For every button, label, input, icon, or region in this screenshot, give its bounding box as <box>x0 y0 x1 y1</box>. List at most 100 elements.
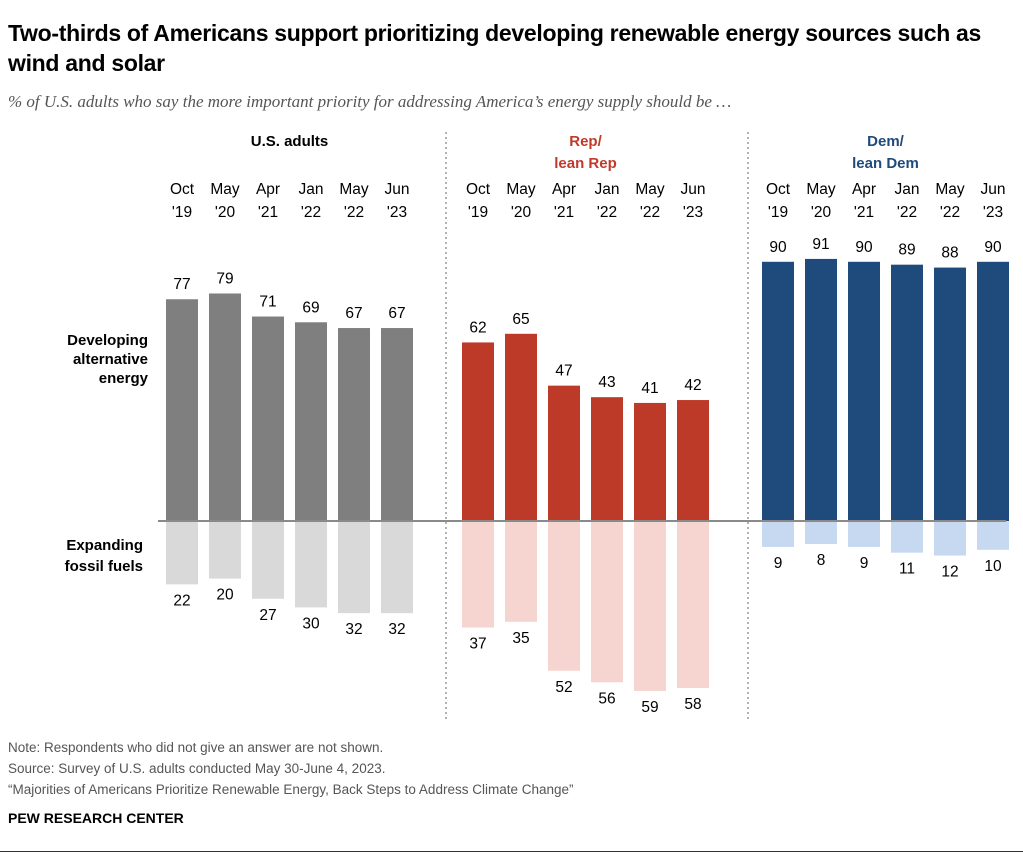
data-label-developing: 90 <box>984 239 1002 256</box>
tick-label-year: '19 <box>468 204 488 221</box>
panel-title: lean Dem <box>852 155 919 172</box>
data-label-fossil: 11 <box>899 561 915 578</box>
data-label-fossil: 52 <box>555 679 572 696</box>
tick-label-year: '19 <box>172 204 192 221</box>
tick-label-month: May <box>506 181 536 198</box>
tick-label-year: '21 <box>554 204 574 221</box>
tick-label-month: Jun <box>681 181 706 198</box>
data-label-fossil: 10 <box>984 558 1002 575</box>
bar-developing <box>338 328 370 521</box>
tick-label-month: Oct <box>766 181 791 198</box>
data-label-developing: 88 <box>941 245 958 262</box>
bar-fossil <box>591 521 623 683</box>
row-label-fossil: fossil fuels <box>65 558 143 575</box>
data-label-developing: 69 <box>302 299 319 316</box>
data-label-developing: 42 <box>684 377 701 394</box>
data-label-fossil: 12 <box>941 564 958 581</box>
data-label-developing: 62 <box>469 319 486 336</box>
bar-developing <box>977 261 1009 521</box>
panel-title: U.S. adults <box>251 133 329 150</box>
tick-label-year: '22 <box>940 204 960 221</box>
data-label-fossil: 30 <box>302 615 320 632</box>
bar-fossil <box>295 521 327 608</box>
data-label-developing: 90 <box>769 239 787 256</box>
data-label-fossil: 59 <box>641 699 658 716</box>
data-label-developing: 65 <box>512 311 529 328</box>
bar-developing <box>891 264 923 521</box>
chart-subtitle: % of U.S. adults who say the more import… <box>8 92 732 111</box>
tick-label-month: May <box>635 181 665 198</box>
tick-label-year: '22 <box>640 204 660 221</box>
bar-fossil <box>891 521 923 553</box>
bar-developing <box>252 316 284 521</box>
tick-label-year: '21 <box>854 204 874 221</box>
panel-title: Dem/ <box>867 133 905 150</box>
bar-fossil <box>977 521 1009 550</box>
tick-label-month: May <box>339 181 369 198</box>
tick-label-year: '20 <box>511 204 532 221</box>
tick-label-year: '20 <box>811 204 832 221</box>
tick-label-month: Apr <box>256 181 280 198</box>
tick-label-month: May <box>935 181 965 198</box>
row-label-developing: alternative <box>73 351 148 368</box>
bar-fossil <box>252 521 284 599</box>
bar-fossil <box>634 521 666 691</box>
data-label-fossil: 32 <box>388 621 405 638</box>
data-label-developing: 47 <box>555 363 572 380</box>
data-label-developing: 77 <box>173 276 190 293</box>
row-label-developing: Developing <box>67 332 148 349</box>
data-label-developing: 41 <box>641 380 658 397</box>
panel-title: Rep/ <box>569 133 602 150</box>
bar-fossil <box>505 521 537 622</box>
row-label-fossil: Expanding <box>66 537 143 554</box>
data-label-developing: 89 <box>898 242 915 259</box>
bar-developing <box>848 261 880 521</box>
bar-developing <box>462 342 494 521</box>
data-label-fossil: 27 <box>259 607 276 624</box>
data-label-fossil: 9 <box>774 555 783 572</box>
bar-fossil <box>548 521 580 671</box>
notes: Note: Respondents who did not give an an… <box>8 737 574 800</box>
bar-developing <box>805 258 837 521</box>
bar-fossil <box>934 521 966 556</box>
tick-label-month: Jun <box>981 181 1006 198</box>
data-label-fossil: 35 <box>512 630 529 647</box>
bar-developing <box>166 299 198 521</box>
bar-fossil <box>209 521 241 579</box>
data-label-fossil: 37 <box>469 636 486 653</box>
data-label-fossil: 8 <box>817 552 826 569</box>
bar-developing <box>381 328 413 521</box>
data-label-developing: 90 <box>855 239 873 256</box>
bar-developing <box>762 261 794 521</box>
data-label-fossil: 32 <box>345 621 362 638</box>
bar-fossil <box>762 521 794 547</box>
brand-logo-text: PEW RESEARCH CENTER <box>8 810 184 826</box>
data-label-fossil: 56 <box>598 690 615 707</box>
note-text: Note: Respondents who did not give an an… <box>8 740 384 755</box>
bar-fossil <box>805 521 837 545</box>
tick-label-year: '23 <box>683 204 703 221</box>
bar-developing <box>934 267 966 521</box>
data-label-developing: 67 <box>388 305 405 322</box>
tick-label-year: '22 <box>344 204 364 221</box>
bottom-rule <box>0 851 1023 852</box>
data-label-fossil: 9 <box>860 555 869 572</box>
bar-fossil <box>462 521 494 628</box>
tick-label-month: Jan <box>299 181 324 198</box>
bar-fossil <box>381 521 413 614</box>
tick-label-month: Oct <box>170 181 195 198</box>
bar-developing <box>295 322 327 521</box>
bar-developing <box>591 397 623 521</box>
data-label-developing: 79 <box>216 270 233 287</box>
report-title: “Majorities of Americans Prioritize Rene… <box>8 782 574 797</box>
tick-label-year: '20 <box>215 204 236 221</box>
panel-title: lean Rep <box>554 155 617 172</box>
bar-fossil <box>848 521 880 547</box>
data-label-developing: 43 <box>598 374 615 391</box>
data-label-fossil: 22 <box>173 592 190 609</box>
tick-label-year: '21 <box>258 204 278 221</box>
tick-label-month: Oct <box>466 181 491 198</box>
bar-developing <box>677 400 709 521</box>
bar-developing <box>548 385 580 521</box>
bar-developing <box>505 333 537 521</box>
